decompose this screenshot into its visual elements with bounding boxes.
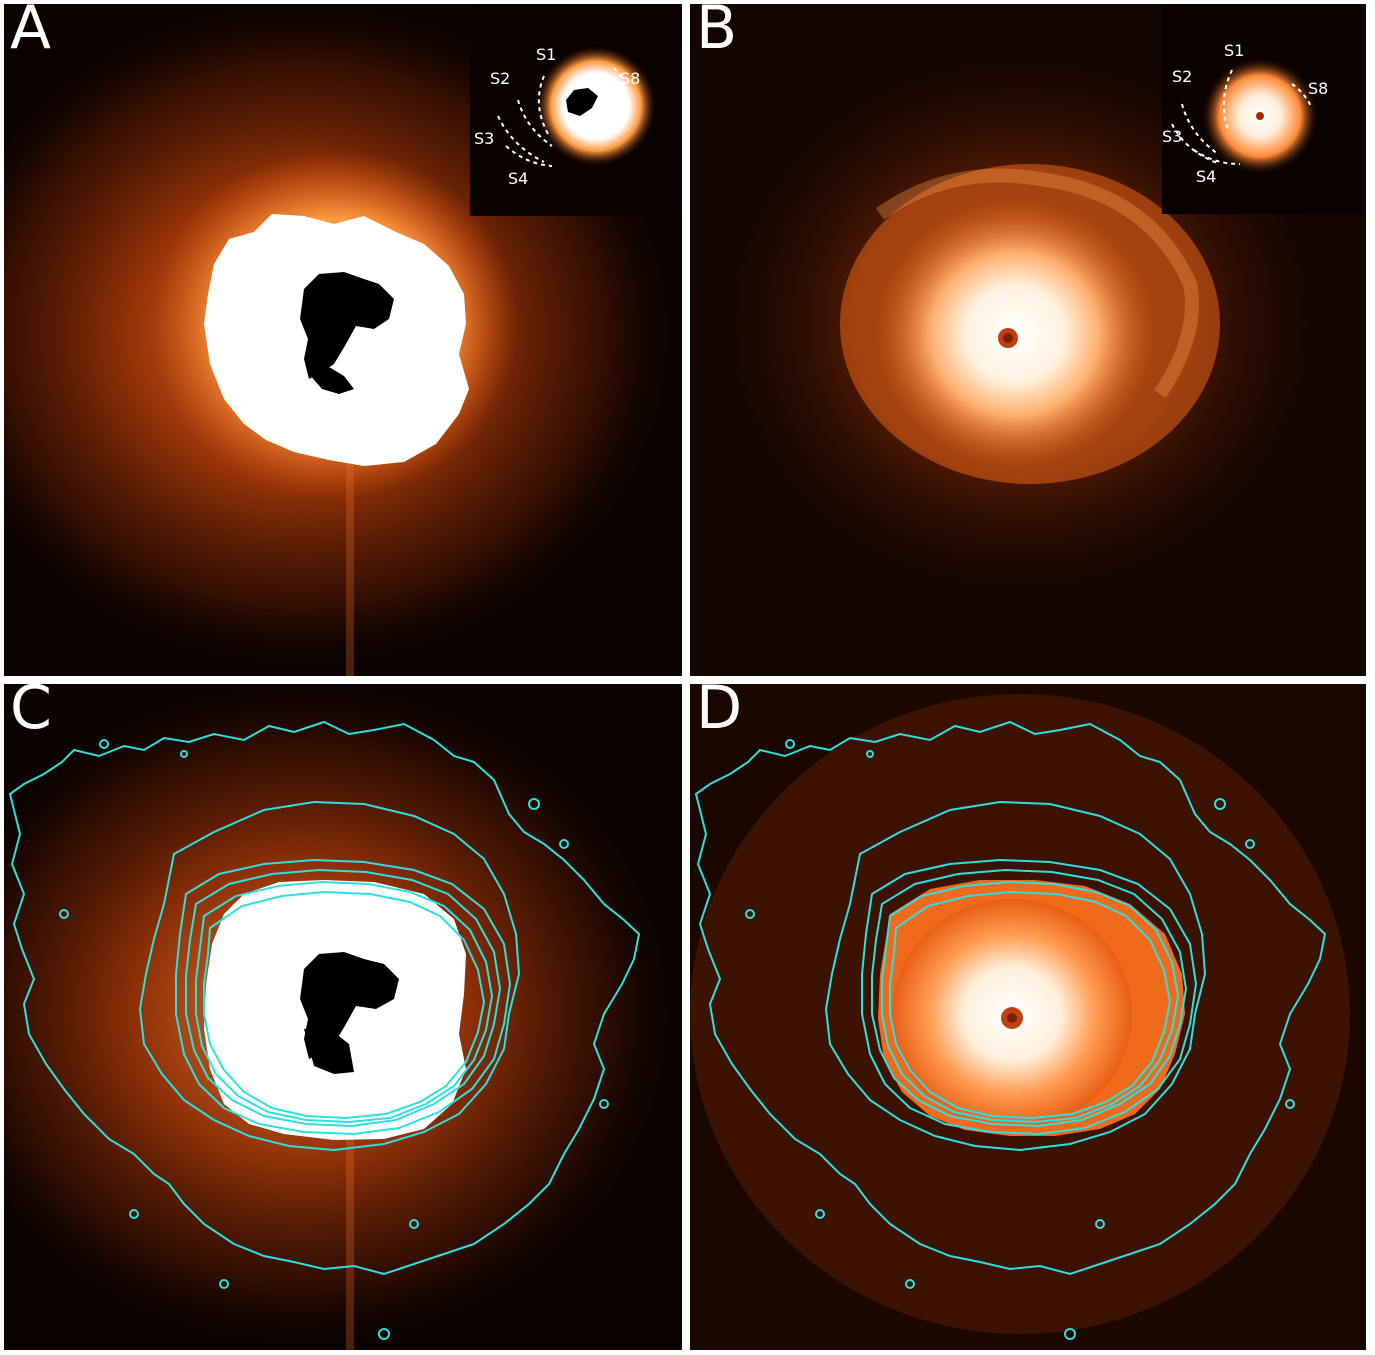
panel-a: A S1 S2 S3 S xyxy=(4,4,682,676)
inset-a-label-s3: S3 xyxy=(474,129,494,148)
inset-b-label-s1: S1 xyxy=(1224,41,1244,60)
panel-a-inset: S1 S2 S3 S4 S8 xyxy=(470,4,682,216)
inset-b-label-s2: S2 xyxy=(1172,67,1192,86)
panel-label-b: B xyxy=(696,4,738,63)
panel-b-inset: S1 S2 S3 S4 S8 xyxy=(1162,4,1362,214)
panel-label-d: D xyxy=(696,684,743,743)
panel-label-c: C xyxy=(10,684,52,743)
inset-b-label-s4: S4 xyxy=(1196,167,1216,186)
inset-a-label-s2: S2 xyxy=(490,69,510,88)
panel-d-image xyxy=(690,684,1366,1350)
panel-b: B S1 S2 S3 S xyxy=(690,4,1366,676)
inset-a-label-s8: S8 xyxy=(620,69,640,88)
panel-b-inset-image: S1 S2 S3 S4 S8 xyxy=(1162,4,1362,214)
panel-d: D xyxy=(690,684,1366,1350)
panel-label-a: A xyxy=(10,4,52,63)
panel-c-image xyxy=(4,684,682,1350)
inset-a-label-s1: S1 xyxy=(536,45,556,64)
inset-b-label-s8: S8 xyxy=(1308,79,1328,98)
panel-c: C xyxy=(4,684,682,1350)
inset-b-label-s3: S3 xyxy=(1162,127,1182,146)
panel-a-inset-image: S1 S2 S3 S4 S8 xyxy=(470,4,682,216)
inset-a-label-s4: S4 xyxy=(508,169,528,188)
